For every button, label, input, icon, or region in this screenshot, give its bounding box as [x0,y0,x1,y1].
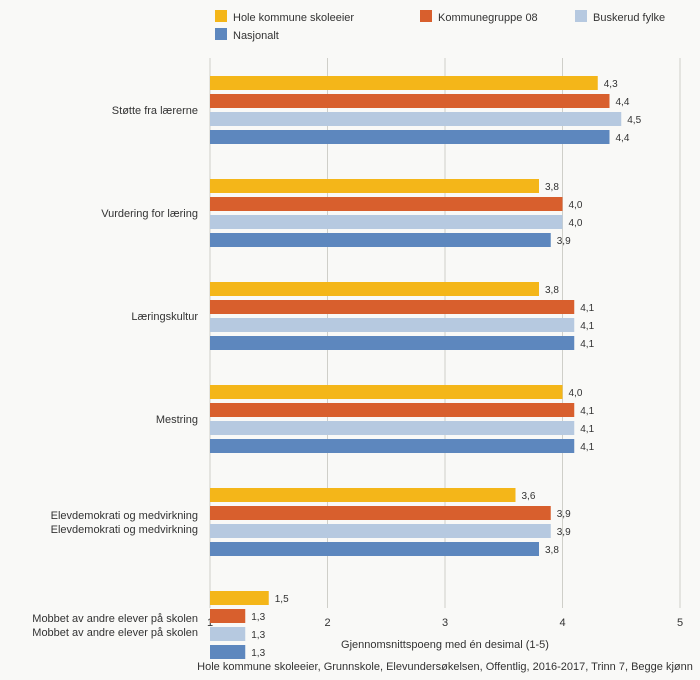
bar-value-label: 4,0 [569,388,583,399]
bar-value-label: 3,9 [557,527,571,538]
footnote: Hole kommune skoleeier, Grunnskole, Elev… [197,661,693,673]
bar-value-label: 4,1 [580,424,594,435]
bar [210,403,574,417]
legend-label: Nasjonalt [233,30,279,42]
bar [210,439,574,453]
bar-value-label: 4,1 [580,406,594,417]
bar [210,179,539,193]
bar [210,300,574,314]
legend-label: Kommunegruppe 08 [438,12,538,24]
bar-value-label: 4,1 [580,442,594,453]
bar [210,336,574,350]
bar-value-label: 4,0 [569,218,583,229]
bar-value-label: 4,4 [616,133,630,144]
bar [210,421,574,435]
bar-value-label: 4,4 [616,97,630,108]
bar-chart: 12345Støtte fra lærerne4,34,44,54,4Vurde… [0,0,700,680]
chart-container: 12345Støtte fra lærerne4,34,44,54,4Vurde… [0,0,700,680]
x-tick-label: 4 [559,617,565,629]
x-tick-label: 3 [442,617,448,629]
bar-value-label: 4,3 [604,79,618,90]
category-label: Elevdemokrati og medvirkning [51,524,198,536]
bar-value-label: 4,0 [569,200,583,211]
bar [210,318,574,332]
bar [210,645,245,659]
legend-swatch [215,10,227,22]
x-tick-label: 5 [677,617,683,629]
category-label: Læringskultur [131,311,198,323]
x-axis-label: Gjennomsnittspoeng med én desimal (1-5) [341,639,549,651]
bar-value-label: 3,8 [545,285,559,296]
bar [210,524,551,538]
bar [210,94,610,108]
category-label: Vurdering for læring [101,208,198,220]
category-label: Mobbet av andre elever på skolen [32,627,198,639]
legend-label: Hole kommune skoleeier [233,12,354,24]
bar [210,215,563,229]
bar-value-label: 3,9 [557,236,571,247]
bar [210,130,610,144]
bar-value-label: 1,5 [275,594,289,605]
x-tick-label: 2 [324,617,330,629]
legend-swatch [420,10,432,22]
category-label: Støtte fra lærerne [112,105,198,117]
legend-label: Buskerud fylke [593,12,665,24]
bar-value-label: 3,6 [522,491,536,502]
bar [210,488,516,502]
legend-swatch [575,10,587,22]
bar [210,609,245,623]
bar-value-label: 1,3 [251,648,265,659]
bar [210,233,551,247]
category-label: Mestring [156,414,198,426]
legend-swatch [215,28,227,40]
bar [210,385,563,399]
bar [210,76,598,90]
bar [210,112,621,126]
bar-value-label: 4,1 [580,321,594,332]
bar-value-label: 3,8 [545,182,559,193]
bar [210,197,563,211]
category-label: Mobbet av andre elever på skolen [32,613,198,625]
bar-value-label: 3,9 [557,509,571,520]
bar [210,627,245,641]
bar-value-label: 1,3 [251,612,265,623]
bar-value-label: 1,3 [251,630,265,641]
bar [210,542,539,556]
bar [210,591,269,605]
category-label: Elevdemokrati og medvirkning [51,510,198,522]
bar-value-label: 4,5 [627,115,641,126]
bar [210,506,551,520]
bar-value-label: 3,8 [545,545,559,556]
bar-value-label: 4,1 [580,303,594,314]
bar [210,282,539,296]
bar-value-label: 4,1 [580,339,594,350]
